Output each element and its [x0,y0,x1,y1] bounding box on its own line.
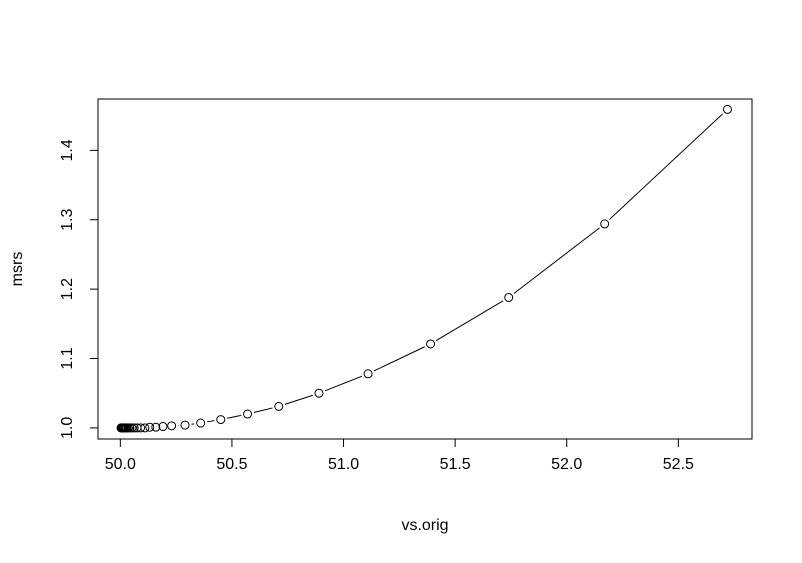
x-tick-label: 52.0 [551,456,582,473]
data-point [140,423,150,433]
data-point [243,409,253,419]
series-line-segment [284,394,313,405]
y-tick-label: 1.1 [59,347,76,369]
data-point [426,339,436,349]
y-tick-label: 1.2 [59,278,76,300]
data-point [167,421,177,431]
data-point [180,420,190,430]
x-tick-label: 51.5 [440,456,471,473]
series-line-segment [373,346,425,372]
series-layer [116,104,732,433]
x-tick-label: 50.0 [105,456,136,473]
data-point [127,423,137,433]
data-point [600,219,610,229]
plot-frame [97,98,753,440]
x-axis-title: vs.orig [401,517,448,534]
data-point [129,423,139,433]
series-line-segment [253,407,273,413]
data-point [504,292,514,302]
x-tick-label: 52.5 [663,456,694,473]
data-point [158,422,168,432]
y-axis-title: msrs [9,252,26,287]
series-line-segment [513,227,600,294]
series-line-segment [435,300,504,342]
data-point [151,422,161,432]
x-axis: 50.0 50.5 51.0 51.5 52.0 52.5 [105,438,694,473]
x-tick-label: 51.0 [328,456,359,473]
data-point [216,415,226,425]
data-point [722,104,732,114]
data-point [196,418,206,428]
series-line-segment [227,414,242,419]
series-line-segment [324,375,363,392]
y-tick-label: 1.0 [59,417,76,439]
data-point [274,401,284,411]
y-tick-label: 1.3 [59,209,76,231]
series-line-segment [609,113,724,220]
series-line-segment [206,420,215,423]
data-point [136,423,146,433]
y-tick-label: 1.4 [59,139,76,161]
y-axis: 1.0 1.1 1.2 1.3 1.4 [59,139,99,439]
data-point [314,388,324,398]
data-point [363,369,373,379]
data-point [145,422,155,432]
x-tick-label: 50.5 [216,456,247,473]
